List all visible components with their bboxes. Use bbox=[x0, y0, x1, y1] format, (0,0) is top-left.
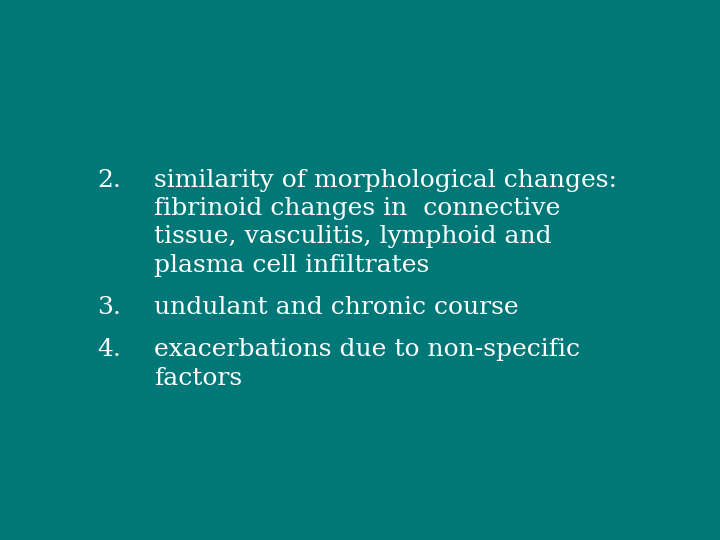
Text: undulant and chronic course: undulant and chronic course bbox=[154, 296, 519, 319]
Text: similarity of morphological changes:: similarity of morphological changes: bbox=[154, 168, 617, 192]
Text: plasma cell infiltrates: plasma cell infiltrates bbox=[154, 254, 429, 276]
Text: 4.: 4. bbox=[96, 339, 121, 361]
Text: fibrinoid changes in  connective: fibrinoid changes in connective bbox=[154, 197, 561, 220]
Text: tissue, vasculitis, lymphoid and: tissue, vasculitis, lymphoid and bbox=[154, 225, 552, 248]
Text: 3.: 3. bbox=[96, 296, 121, 319]
Text: factors: factors bbox=[154, 367, 243, 390]
Text: 2.: 2. bbox=[96, 168, 121, 192]
Text: exacerbations due to non-specific: exacerbations due to non-specific bbox=[154, 339, 580, 361]
